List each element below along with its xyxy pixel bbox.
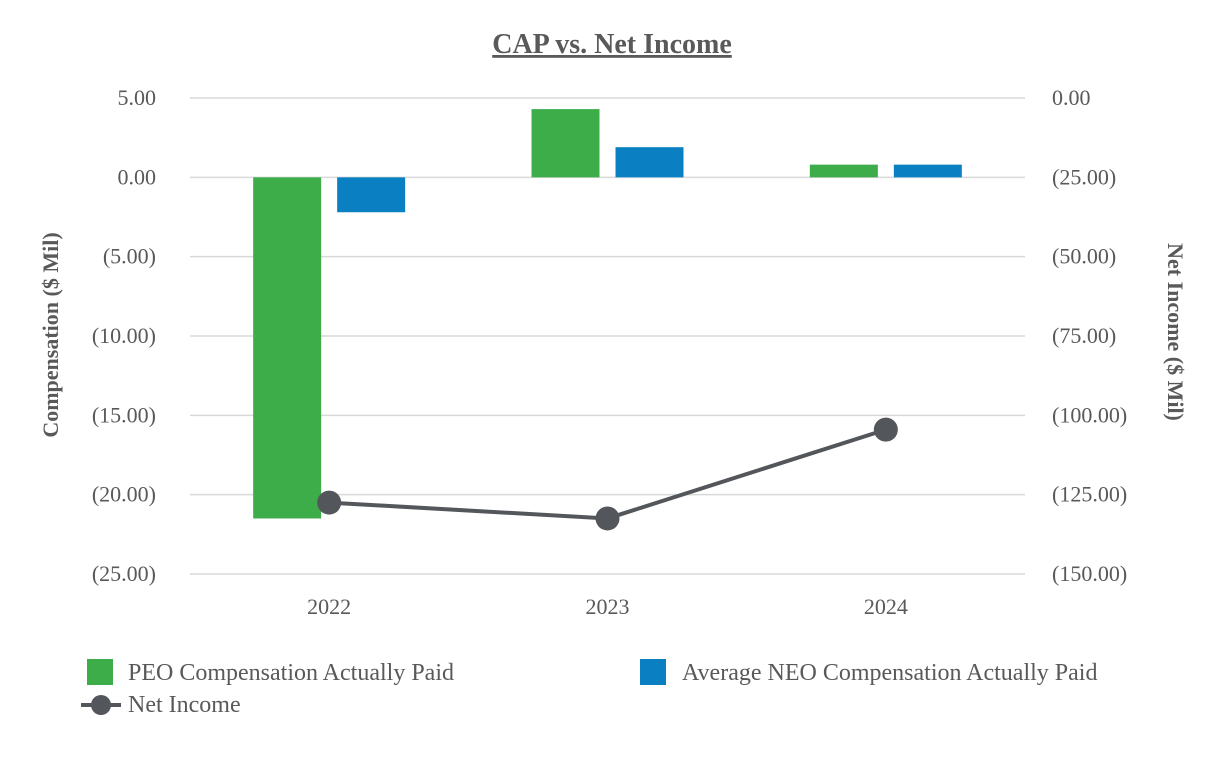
legend-label-neo: Average NEO Compensation Actually Paid [682, 660, 1097, 686]
bar-series [253, 109, 962, 519]
left-tick-label: 0.00 [118, 164, 157, 189]
line-series [317, 417, 898, 531]
left-axis-ticks: 5.00 0.00 (5.00) (10.00) (15.00) (20.00) (25.0… [92, 85, 156, 586]
legend: PEO Compensation Actually Paid Average N… [81, 659, 1097, 718]
right-tick-label: (125.00) [1052, 482, 1127, 507]
x-tick-label: 2024 [864, 594, 908, 619]
legend-swatch-peo [87, 659, 113, 685]
left-axis-title: Compensation ($ Mil) [38, 232, 63, 437]
net-income-point [317, 490, 342, 515]
left-tick-label: (5.00) [103, 244, 156, 269]
net-income-point [595, 506, 620, 531]
net-income-line [329, 427, 887, 521]
bar-peo [809, 164, 878, 178]
right-tick-label: (25.00) [1052, 164, 1116, 189]
net-income-point [873, 417, 898, 442]
right-tick-label: (100.00) [1052, 402, 1127, 427]
left-tick-label: (10.00) [92, 323, 156, 348]
legend-swatch-neo [640, 659, 666, 685]
legend-label-peo: PEO Compensation Actually Paid [128, 660, 454, 686]
x-tick-label: 2023 [586, 594, 630, 619]
x-tick-label: 2022 [307, 594, 351, 619]
bar-neo [893, 164, 962, 178]
right-tick-label: (75.00) [1052, 323, 1116, 348]
right-tick-label: (150.00) [1052, 561, 1127, 586]
chart-title: CAP vs. Net Income [492, 29, 732, 60]
x-axis-ticks: 2022 2023 2024 [307, 594, 908, 619]
left-tick-label: (20.00) [92, 482, 156, 507]
left-tick-label: (15.00) [92, 402, 156, 427]
bar-peo [253, 177, 322, 519]
right-axis-ticks: 0.00 (25.00) (50.00) (75.00) (100.00) (125.00… [1052, 85, 1127, 586]
bar-peo [531, 109, 600, 178]
right-tick-label: 0.00 [1052, 85, 1091, 110]
legend-marker-net-income [91, 695, 111, 715]
left-tick-label: 5.00 [118, 85, 157, 110]
legend-label-net-income: Net Income [128, 692, 241, 718]
right-axis-title: Net Income ($ Mil) [1163, 243, 1188, 421]
left-tick-label: (25.00) [92, 561, 156, 586]
bar-neo [615, 147, 684, 178]
right-tick-label: (50.00) [1052, 244, 1116, 269]
bar-neo [337, 177, 406, 213]
